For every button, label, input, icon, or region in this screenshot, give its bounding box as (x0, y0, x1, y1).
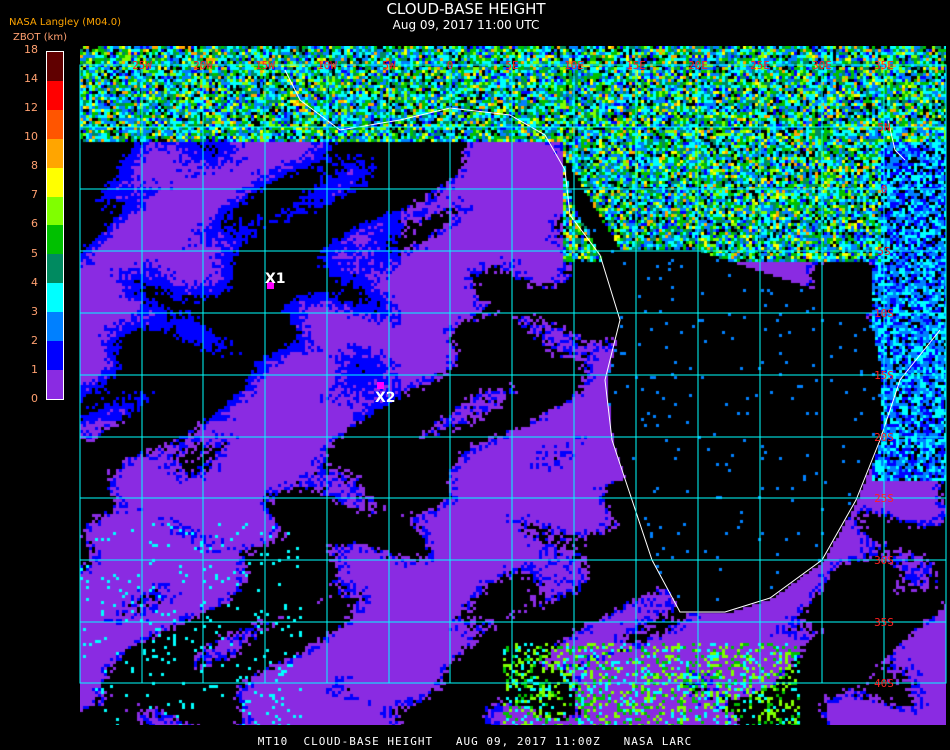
legend-unit-label: ZBOT (km) (13, 32, 68, 43)
longitude-label: 15W (255, 59, 275, 72)
longitude-label: 10W (317, 59, 337, 72)
longitude-label: 25W (132, 59, 152, 72)
longitude-label: 35E (874, 59, 894, 72)
legend-swatch (47, 138, 63, 168)
latitude-label: 30S (874, 554, 894, 567)
legend-swatch (47, 109, 63, 139)
map-timestamp: Aug 09, 2017 11:00 UTC (392, 18, 540, 32)
source-label: NASA Langley (M04.0) (9, 17, 121, 28)
latitude-label: 10S (874, 307, 894, 320)
legend-tick: 1 (31, 362, 38, 376)
longitude-label: 25E (750, 59, 770, 72)
latitude-label: 20S (874, 431, 894, 444)
legend-tick: 8 (31, 159, 38, 173)
legend-tick: 18 (24, 42, 38, 56)
latitude-label: 5S (877, 245, 890, 258)
longitude-label: 5W (382, 59, 396, 72)
legend-tick: 7 (31, 188, 38, 202)
longitude-label: 30E (812, 59, 832, 72)
longitude-label: 20E (688, 59, 708, 72)
coastline-africa (284, 69, 941, 613)
legend-tick: 14 (24, 71, 38, 85)
legend-tick: 0 (31, 392, 38, 405)
legend-tick: 3 (31, 304, 38, 318)
legend-swatch (47, 51, 63, 81)
marker-x2-label: X2 (375, 390, 396, 406)
legend-swatch (47, 312, 63, 342)
legend-tick: 10 (24, 130, 38, 144)
legend-tick: 4 (31, 275, 38, 289)
grid-frame (79, 64, 947, 684)
legend-swatch (47, 196, 63, 226)
marker-x2-point (377, 382, 384, 389)
legend-swatch (47, 167, 63, 197)
markers: X1 X2 (265, 271, 396, 406)
latitude-label: 25S (874, 492, 894, 505)
legend-swatch (47, 370, 63, 399)
latitude-label: 15S (874, 369, 894, 382)
longitude-label: 5E (505, 59, 518, 72)
cloud-base-height-map (80, 46, 946, 725)
longitude-label: 15E (626, 59, 646, 72)
longitude-label: 10E (564, 59, 584, 72)
longitude-label: 0 (447, 59, 454, 72)
latitude-label: 40S (874, 677, 894, 690)
coastline (284, 69, 941, 613)
latitude-label: 0 (881, 183, 888, 196)
legend-swatch (47, 80, 63, 110)
color-legend (46, 51, 64, 400)
map-title: CLOUD-BASE HEIGHT (386, 0, 546, 18)
marker-x1-label: X1 (265, 271, 286, 287)
marker-x1-point (267, 282, 274, 289)
legend-swatch (47, 254, 63, 284)
coastline-red-sea (887, 119, 906, 161)
latitude-label: 5N (877, 121, 890, 134)
legend-tick: 12 (24, 101, 38, 114)
legend-tick: 5 (31, 246, 38, 260)
legend-tick: 6 (31, 217, 38, 231)
latitude-label: 35S (874, 616, 894, 629)
longitude-label: 20W (193, 59, 213, 72)
legend-tick: 2 (31, 333, 38, 347)
legend-swatch (47, 225, 63, 255)
grid-labels: 25W 20W 15W 10W 5W 0 5E 10E 15E 20E 25E 30E 35E 5N 0 5S… (132, 59, 894, 690)
legend-swatch (47, 283, 63, 313)
lat-lon-grid (79, 64, 947, 684)
legend-swatch (47, 341, 63, 371)
footer-caption: MT10 CLOUD-BASE HEIGHT AUG 09, 2017 11:0… (257, 735, 693, 748)
